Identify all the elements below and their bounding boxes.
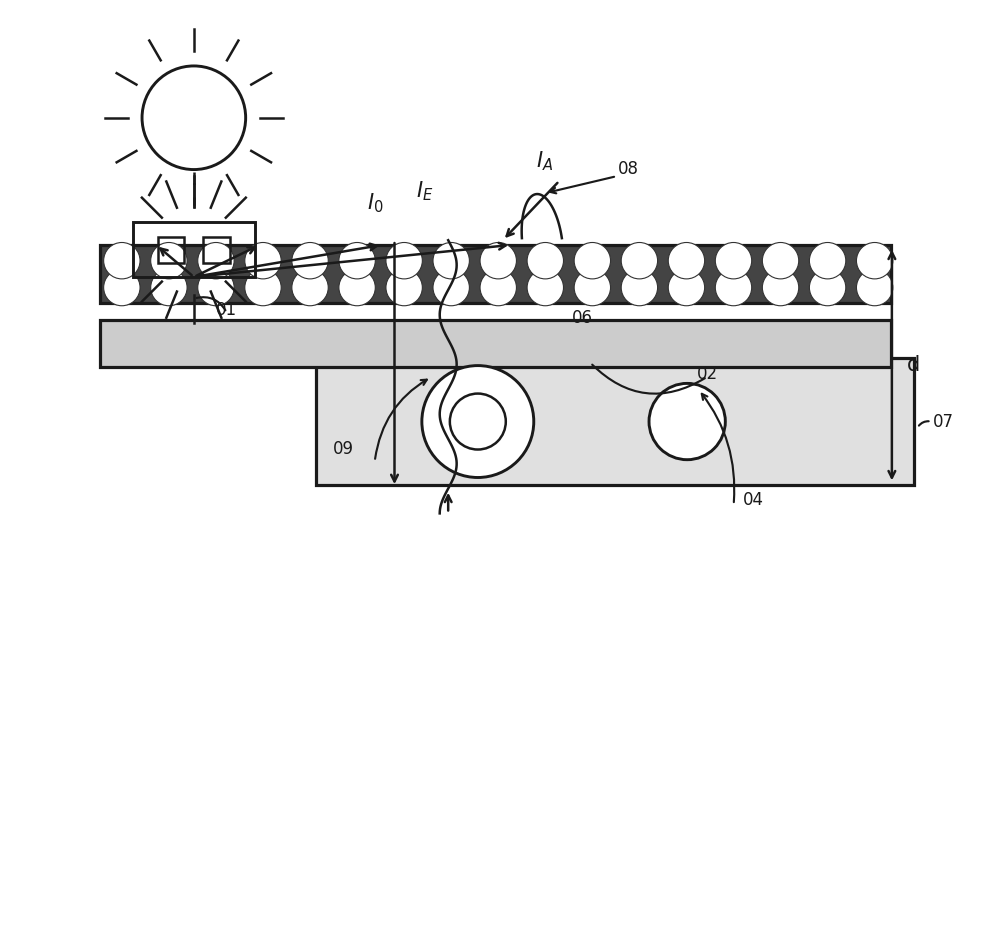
Circle shape xyxy=(856,269,893,306)
Circle shape xyxy=(856,242,893,279)
Circle shape xyxy=(433,242,469,279)
Bar xyxy=(316,358,914,485)
Circle shape xyxy=(198,242,234,279)
Circle shape xyxy=(480,242,516,279)
Text: 06: 06 xyxy=(572,309,593,327)
Text: 09: 09 xyxy=(333,440,354,458)
Bar xyxy=(100,245,891,303)
Bar xyxy=(203,236,230,263)
Bar xyxy=(100,320,891,367)
Bar xyxy=(133,222,255,277)
Circle shape xyxy=(292,242,328,279)
Circle shape xyxy=(809,242,846,279)
Circle shape xyxy=(527,269,563,306)
Text: d: d xyxy=(907,355,920,375)
Circle shape xyxy=(762,269,799,306)
Circle shape xyxy=(104,269,140,306)
Circle shape xyxy=(621,269,658,306)
Circle shape xyxy=(574,242,611,279)
Text: $I_A$: $I_A$ xyxy=(536,150,553,173)
Circle shape xyxy=(433,269,469,306)
Circle shape xyxy=(151,269,187,306)
Circle shape xyxy=(762,242,799,279)
Circle shape xyxy=(809,269,846,306)
Circle shape xyxy=(245,242,281,279)
Circle shape xyxy=(292,269,328,306)
Circle shape xyxy=(668,269,705,306)
Text: 08: 08 xyxy=(618,160,639,178)
Circle shape xyxy=(480,269,516,306)
Text: 04: 04 xyxy=(743,491,764,509)
Circle shape xyxy=(339,269,375,306)
Circle shape xyxy=(649,383,725,460)
Text: $I_E$: $I_E$ xyxy=(416,180,433,203)
Circle shape xyxy=(621,242,658,279)
Text: 07: 07 xyxy=(933,413,954,430)
Circle shape xyxy=(422,365,534,478)
Circle shape xyxy=(245,269,281,306)
Circle shape xyxy=(527,242,563,279)
Circle shape xyxy=(668,242,705,279)
Circle shape xyxy=(386,269,422,306)
Circle shape xyxy=(386,242,422,279)
Circle shape xyxy=(715,269,752,306)
Circle shape xyxy=(715,242,752,279)
Circle shape xyxy=(151,242,187,279)
Circle shape xyxy=(104,242,140,279)
Circle shape xyxy=(574,269,611,306)
Bar xyxy=(158,236,184,263)
Circle shape xyxy=(198,269,234,306)
Text: $I_0$: $I_0$ xyxy=(367,191,384,215)
Text: 02: 02 xyxy=(697,365,718,382)
Text: 01: 01 xyxy=(216,300,237,318)
Circle shape xyxy=(339,242,375,279)
